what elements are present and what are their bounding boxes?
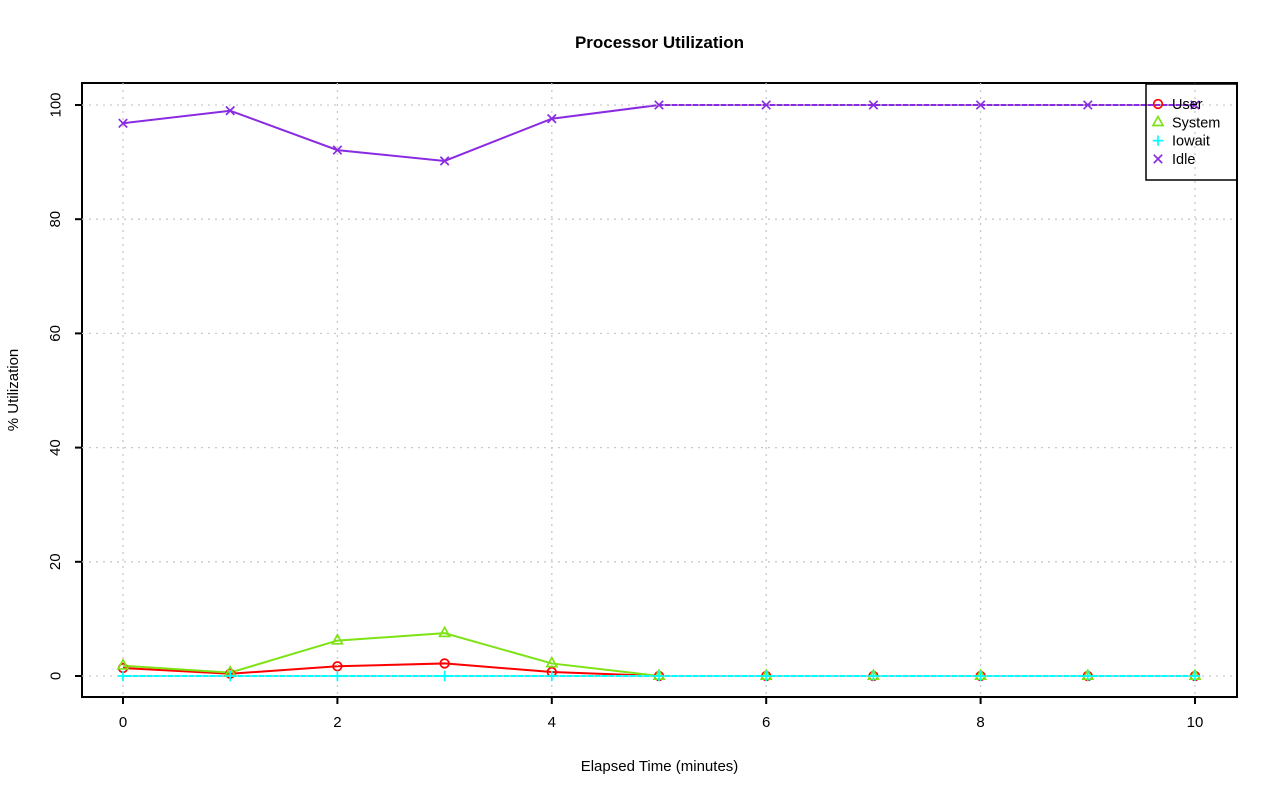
system-marker-icon bbox=[116, 658, 130, 670]
y-tick-label: 20 bbox=[47, 553, 64, 570]
x-tick-label: 6 bbox=[762, 714, 770, 731]
idle-marker-icon bbox=[868, 100, 879, 110]
iowait-marker-icon bbox=[332, 670, 343, 682]
y-axis-label: % Utilization bbox=[5, 349, 22, 432]
idle-marker-icon bbox=[1190, 100, 1200, 110]
iowait-marker-icon bbox=[439, 670, 450, 682]
plot-border bbox=[81, 82, 1238, 698]
system-marker-icon bbox=[330, 633, 344, 645]
x-tick-label: 0 bbox=[119, 714, 127, 731]
legend-item-system bbox=[1151, 114, 1165, 127]
legend bbox=[1145, 83, 1238, 181]
iowait-marker-icon bbox=[653, 670, 665, 682]
x-tick-label: 2 bbox=[333, 714, 341, 731]
idle-marker-icon bbox=[546, 113, 557, 124]
idle-marker-icon bbox=[1082, 100, 1093, 110]
iowait-marker-icon bbox=[1082, 670, 1093, 682]
legend-box bbox=[1145, 83, 1238, 181]
legend-label: System bbox=[1172, 115, 1220, 131]
iowait-marker-icon bbox=[868, 670, 879, 682]
grid-lines bbox=[82, 83, 1237, 697]
idle-marker-icon bbox=[439, 156, 450, 166]
legend-item-iowait bbox=[1152, 135, 1164, 146]
iowait-marker-icon bbox=[1189, 670, 1201, 682]
legend-item-idle bbox=[1153, 154, 1163, 164]
y-tick-label: 0 bbox=[47, 672, 64, 680]
y-tick-label: 100 bbox=[47, 92, 64, 117]
idle-marker-icon bbox=[225, 105, 236, 116]
system-marker-icon bbox=[438, 625, 452, 638]
legend-label: User bbox=[1172, 97, 1203, 113]
series-markers bbox=[116, 100, 1202, 682]
legend-item-user bbox=[1152, 98, 1164, 110]
iowait-marker-icon bbox=[546, 670, 557, 682]
iowait-marker-icon bbox=[225, 670, 236, 682]
legend-label: Idle bbox=[1172, 152, 1195, 168]
x-tick-label: 4 bbox=[548, 714, 556, 731]
series-lines bbox=[122, 104, 1195, 677]
idle-marker-icon bbox=[332, 145, 343, 155]
iowait-marker-icon bbox=[117, 670, 129, 682]
x-tick-label: 10 bbox=[1187, 714, 1204, 731]
legend-circle-icon bbox=[1152, 98, 1164, 110]
legend-x-icon bbox=[1153, 154, 1163, 164]
chart-title: Processor Utilization bbox=[575, 33, 744, 52]
axis-ticks bbox=[75, 104, 1196, 704]
x-axis-label: Elapsed Time (minutes) bbox=[581, 758, 739, 775]
legend-label: Iowait bbox=[1172, 134, 1210, 150]
idle-marker-icon bbox=[654, 100, 664, 110]
idle-marker-icon bbox=[975, 100, 986, 110]
y-tick-label: 40 bbox=[47, 439, 64, 456]
system-marker-icon bbox=[545, 655, 559, 668]
user-marker-icon bbox=[332, 661, 343, 672]
legend-plus-icon bbox=[1152, 135, 1164, 146]
y-tick-label: 80 bbox=[47, 211, 64, 228]
legend-triangle-icon bbox=[1151, 114, 1165, 127]
idle-marker-icon bbox=[118, 118, 128, 129]
user-marker-icon bbox=[439, 658, 450, 669]
y-tick-label: 60 bbox=[47, 325, 64, 342]
iowait-marker-icon bbox=[761, 670, 772, 682]
idle-marker-icon bbox=[761, 100, 772, 110]
series-line-idle bbox=[122, 104, 1195, 162]
x-tick-label: 8 bbox=[976, 714, 984, 731]
iowait-marker-icon bbox=[975, 670, 986, 682]
